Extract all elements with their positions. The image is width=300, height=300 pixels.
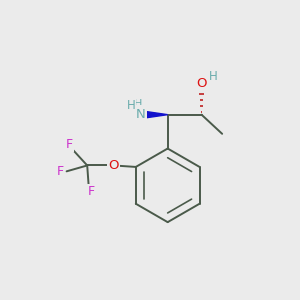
Text: N: N	[134, 106, 143, 119]
Text: O: O	[196, 77, 207, 90]
Text: F: F	[66, 138, 73, 151]
Polygon shape	[135, 110, 168, 119]
Text: O: O	[109, 159, 119, 172]
Text: H: H	[134, 99, 142, 110]
Text: N: N	[136, 108, 146, 121]
Text: F: F	[57, 165, 64, 178]
Text: H: H	[209, 70, 218, 83]
Text: H: H	[127, 99, 135, 112]
Text: F: F	[88, 185, 95, 198]
